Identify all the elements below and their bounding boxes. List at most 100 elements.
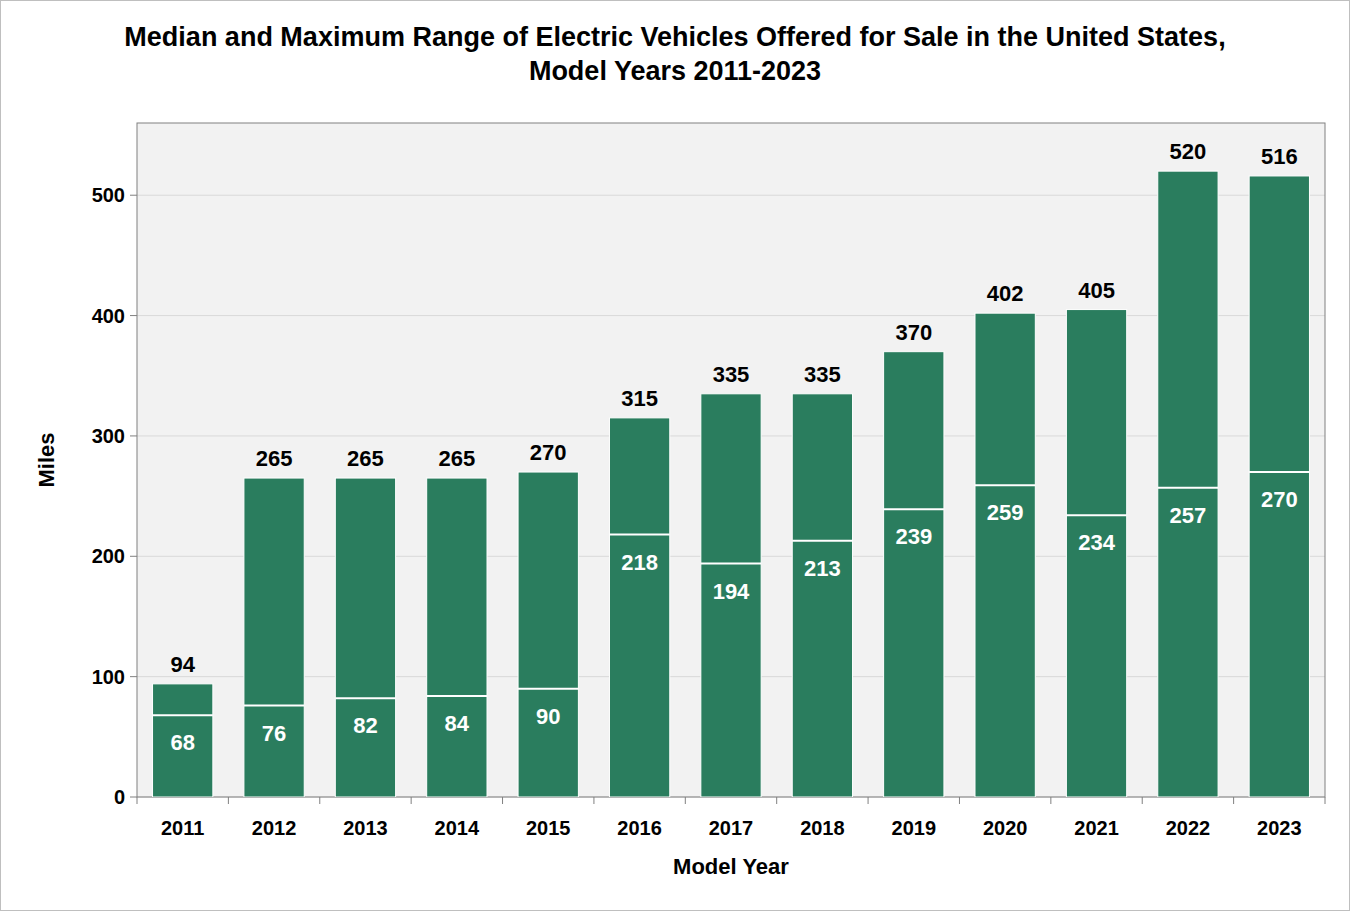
- median-label: 68: [170, 730, 194, 755]
- y-tick-label: 500: [92, 184, 125, 206]
- x-tick: [776, 797, 777, 804]
- median-line: [1066, 514, 1126, 516]
- max-bar: [884, 352, 944, 797]
- y-tick-label: 400: [92, 305, 125, 327]
- median-line: [335, 697, 395, 699]
- max-bar: [1158, 171, 1218, 797]
- title: Median and Maximum Range of Electric Veh…: [95, 20, 1255, 88]
- x-tick: [502, 797, 503, 804]
- y-axis-label: Miles: [34, 432, 59, 487]
- max-label: 405: [1078, 278, 1115, 303]
- x-tick: [959, 797, 960, 804]
- x-tick-label: 2021: [1074, 817, 1119, 839]
- median-label: 84: [445, 711, 470, 736]
- max-label: 94: [170, 652, 195, 677]
- max-bar: [1249, 176, 1309, 797]
- x-axis-label: Model Year: [673, 854, 789, 879]
- y-tick: [130, 435, 137, 436]
- max-bar: [518, 472, 578, 797]
- max-bar: [609, 418, 669, 797]
- chart-svg: 0 100 200 300 400 500 94 68 265 76 265 82 265 84 270 90…: [0, 0, 1350, 911]
- marks: [153, 171, 1310, 797]
- max-label: 370: [895, 320, 932, 345]
- x-tick: [685, 797, 686, 804]
- median-line: [1249, 471, 1309, 473]
- max-bar: [792, 394, 852, 797]
- grid-line: [137, 195, 1325, 196]
- max-bar: [153, 684, 213, 797]
- max-label: 270: [530, 440, 567, 465]
- x-tick: [137, 797, 138, 804]
- x-tick: [1325, 797, 1326, 804]
- x-tick: [1142, 797, 1143, 804]
- x-tick-label: 2022: [1166, 817, 1211, 839]
- labels: 94 68 265 76 265 82 265 84 270 90 315 218 335 194 335 2…: [170, 139, 1297, 755]
- max-bar: [244, 478, 304, 797]
- median-label: 259: [987, 500, 1024, 525]
- y-tick-label: 300: [92, 425, 125, 447]
- y-tick-label: 200: [92, 545, 125, 567]
- max-label: 265: [347, 446, 384, 471]
- max-label: 335: [804, 362, 841, 387]
- median-label: 218: [621, 550, 658, 575]
- x-tick: [593, 797, 594, 804]
- max-bar: [1066, 310, 1126, 797]
- grid-line: [137, 315, 1325, 316]
- median-label: 194: [713, 579, 750, 604]
- median-line: [792, 540, 852, 542]
- median-label: 234: [1078, 530, 1115, 555]
- max-label: 402: [987, 281, 1024, 306]
- x-tick-label: 2020: [983, 817, 1028, 839]
- plot-frame: [137, 123, 1325, 797]
- median-label: 90: [536, 704, 560, 729]
- median-label: 76: [262, 721, 286, 746]
- max-bar: [427, 478, 487, 797]
- median-line: [427, 695, 487, 697]
- max-label: 265: [256, 446, 293, 471]
- max-bar: [975, 313, 1035, 797]
- x-tick: [868, 797, 869, 804]
- chart-root: 0 100 200 300 400 500 94 68 265 76 265 82 265 84 270 90…: [0, 0, 1350, 911]
- x-tick-label: 2014: [435, 817, 480, 839]
- median-label: 270: [1261, 487, 1298, 512]
- x-tick-label: 2023: [1257, 817, 1302, 839]
- y-tick-label: 100: [92, 666, 125, 688]
- x-tick-label: 2016: [617, 817, 662, 839]
- x-tick-label: 2015: [526, 817, 571, 839]
- x-tick-label: 2012: [252, 817, 297, 839]
- outer-border: [1, 1, 1350, 911]
- max-label: 516: [1261, 144, 1298, 169]
- median-line: [1158, 487, 1218, 489]
- median-label: 257: [1170, 503, 1207, 528]
- median-line: [153, 714, 213, 716]
- max-label: 520: [1170, 139, 1207, 164]
- median-line: [975, 484, 1035, 486]
- x-tick: [1050, 797, 1051, 804]
- y-tick-label: 0: [114, 786, 125, 808]
- y-tick: [130, 556, 137, 557]
- median-line: [701, 563, 761, 565]
- median-label: 213: [804, 556, 841, 581]
- plot-background: [137, 123, 1325, 797]
- median-label: 82: [353, 713, 377, 738]
- median-line: [609, 534, 669, 536]
- x-tick: [1233, 797, 1234, 804]
- x-tick-label: 2018: [800, 817, 845, 839]
- y-tick: [130, 315, 137, 316]
- median-line: [518, 688, 578, 690]
- y-tick: [130, 676, 137, 677]
- x-tick: [228, 797, 229, 804]
- x-tick-label: 2013: [343, 817, 388, 839]
- median-line: [884, 508, 944, 510]
- max-bar: [701, 394, 761, 797]
- x-tick-label: 2017: [709, 817, 754, 839]
- max-label: 265: [438, 446, 475, 471]
- max-label: 335: [713, 362, 750, 387]
- x-tick: [319, 797, 320, 804]
- max-label: 315: [621, 386, 658, 411]
- y-tick: [130, 797, 137, 798]
- y-tick: [130, 195, 137, 196]
- x-tick-label: 2011: [161, 817, 204, 839]
- median-label: 239: [895, 524, 932, 549]
- median-line: [244, 705, 304, 707]
